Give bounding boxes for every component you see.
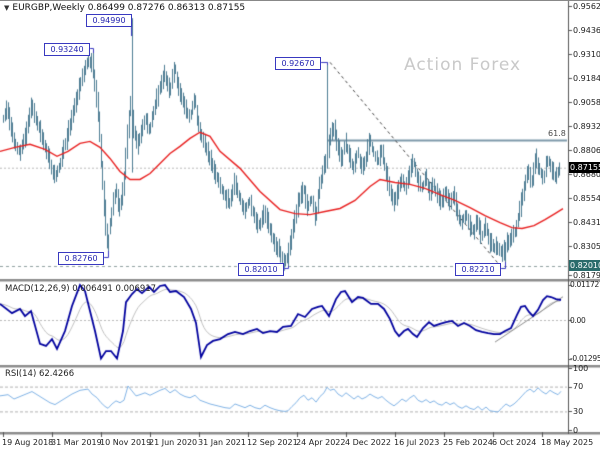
watermark: Action Forex	[404, 55, 522, 75]
price-tick-label: 0.84315	[573, 217, 600, 227]
date-tick-label: 12 Sep 2021	[247, 438, 298, 447]
price-tick-label: 0.95620	[573, 1, 600, 11]
price-tick-label: 0.93100	[573, 49, 600, 59]
date-tick-label: 21 Jun 2020	[149, 438, 198, 447]
price-annotation-box[interactable]: 0.82210	[455, 263, 501, 276]
price-tick-label: 0.83055	[573, 241, 600, 251]
rsi-tick-label: 70	[573, 382, 584, 392]
macd-tick-label: 0.00	[570, 315, 586, 325]
level-price-box: 0.82010	[569, 260, 600, 272]
date-tick-label: 31 Jan 2021	[198, 438, 246, 447]
price-tick-label: 0.90580	[573, 97, 600, 107]
date-tick-label: 10 Nov 2019	[100, 438, 152, 447]
price-annotation-box[interactable]: 0.82010	[238, 263, 284, 276]
rsi-tick-label: 100	[573, 363, 589, 373]
price-annotation-box[interactable]: 0.93240	[44, 43, 90, 56]
collapse-arrow-icon[interactable]: ▼	[4, 4, 10, 12]
symbol-ohlc-text: EURGBP,Weekly 0.86499 0.87276 0.86313 0.…	[12, 3, 246, 13]
date-tick-label: 19 Aug 2018	[2, 438, 54, 447]
fib-level-label: 61.8	[548, 129, 566, 138]
date-tick-label: 24 Apr 2022	[296, 438, 346, 447]
price-annotation-box[interactable]: 0.92670	[275, 57, 321, 70]
macd-indicator-label: MACD(12,26,9) 0.006491 0.006917	[5, 284, 157, 294]
date-tick-label: 4 Dec 2022	[345, 438, 392, 447]
price-tick-label: 0.88060	[573, 145, 600, 155]
date-tick-label: 6 Oct 2024	[492, 438, 537, 447]
price-tick-label: 0.86800	[573, 169, 600, 179]
current-price-box: 0.87155	[569, 162, 600, 174]
price-tick-label: 0.81795	[573, 270, 600, 280]
price-annotation-box[interactable]: 0.82760	[58, 252, 104, 265]
price-tick-label: 0.91840	[573, 73, 600, 83]
chart-title: ▼ EURGBP,Weekly 0.86499 0.87276 0.86313 0…	[4, 3, 245, 13]
rsi-tick-label: 0	[573, 425, 579, 435]
price-tick-label: 0.94360	[573, 25, 600, 35]
date-tick-label: 31 Mar 2019	[51, 438, 102, 447]
date-tick-label: 18 May 2025	[541, 438, 594, 447]
macd-tick-label: 0.011727	[570, 280, 600, 290]
price-tick-label: 0.85540	[573, 193, 600, 203]
rsi-tick-label: 30	[573, 406, 584, 416]
rsi-indicator-label: RSI(14) 62.4266	[5, 369, 75, 379]
date-tick-label: 25 Feb 2024	[443, 438, 493, 447]
price-annotation-box[interactable]: 0.94990	[86, 14, 132, 27]
date-tick-label: 16 Jul 2023	[394, 438, 440, 447]
macd-tick-label: -0.012951	[570, 354, 600, 364]
price-tick-label: 0.89320	[573, 121, 600, 131]
